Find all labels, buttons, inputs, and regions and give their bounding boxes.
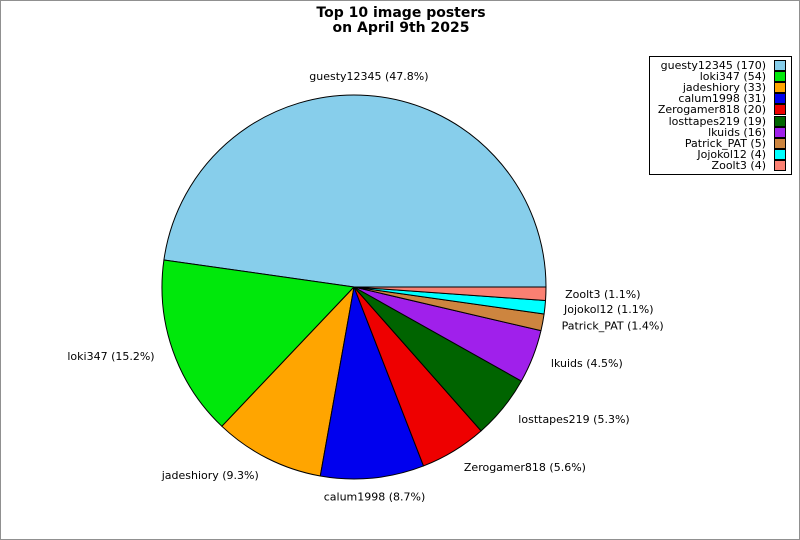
legend-swatch-Jojokol12: [774, 148, 786, 160]
legend-label-Zoolt3: Zoolt3 (4): [711, 158, 766, 172]
chart-title-line1: Top 10 image posters: [316, 5, 486, 21]
pie-slice-guesty12345: [163, 94, 547, 288]
legend-row-calum1998: calum1998 (31): [658, 92, 786, 106]
legend-label-calum1998: calum1998 (31): [678, 92, 766, 106]
legend-row-lkuids: lkuids (16): [658, 125, 786, 139]
pie-slice-jadeshiory: [221, 286, 355, 477]
pie-slice-calum1998: [319, 286, 425, 480]
slice-label-Patrick_PAT: Patrick_PAT (1.4%): [562, 319, 664, 332]
slice-label-Zerogamer818: Zerogamer818 (5.6%): [464, 461, 586, 474]
legend-swatch-Zoolt3: [774, 159, 786, 171]
legend-row-Jojokol12: Jojokol12 (4): [658, 147, 786, 161]
legend: guesty12345 (170) loki347 (54) jadeshiory …: [648, 56, 792, 175]
slice-label-Zoolt3: Zoolt3 (1.1%): [565, 288, 640, 301]
slice-label-losttapes219: losttapes219 (5.3%): [518, 413, 629, 426]
legend-label-lkuids: lkuids (16): [708, 125, 766, 139]
legend-row-guesty12345: guesty12345 (170): [658, 59, 786, 73]
chart-title-line2: on April 9th 2025: [332, 20, 470, 36]
slice-label-calum1998: calum1998 (8.7%): [324, 491, 426, 504]
legend-swatch-loki347: [774, 71, 786, 83]
legend-label-guesty12345: guesty12345 (170): [660, 59, 766, 73]
legend-label-Zerogamer818: Zerogamer818 (20): [657, 103, 766, 117]
legend-row-loki347: loki347 (54): [658, 70, 786, 84]
legend-row-Zoolt3: Zoolt3 (4): [658, 158, 786, 172]
legend-swatch-losttapes219: [774, 115, 786, 127]
pie-slice-Zoolt3: [353, 286, 547, 302]
slice-label-jadeshiory: jadeshiory (9.3%): [161, 469, 259, 482]
legend-label-losttapes219: losttapes219 (19): [668, 114, 766, 128]
legend-swatch-Patrick_PAT: [774, 137, 786, 149]
legend-swatch-guesty12345: [774, 60, 786, 72]
legend-swatch-Zerogamer818: [774, 104, 786, 116]
slice-label-guesty12345: guesty12345 (47.8%): [309, 70, 428, 83]
legend-label-loki347: loki347 (54): [699, 70, 766, 84]
legend-swatch-lkuids: [774, 126, 786, 138]
legend-row-Zerogamer818: Zerogamer818 (20): [657, 103, 786, 117]
legend-row-Patrick_PAT: Patrick_PAT (5): [658, 136, 786, 150]
slice-label-loki347: loki347 (15.2%): [67, 350, 154, 363]
legend-row-losttapes219: losttapes219 (19): [658, 114, 786, 128]
legend-swatch-calum1998: [774, 93, 786, 105]
legend-label-jadeshiory: jadeshiory (33): [682, 81, 766, 95]
slice-label-Jojokol12: Jojokol12 (1.1%): [563, 303, 654, 316]
chart-title: Top 10 image posters on April 9th 2025: [1, 5, 799, 36]
legend-row-jadeshiory: jadeshiory (33): [658, 81, 786, 95]
pie-slice-loki347: [161, 259, 355, 427]
legend-swatch-jadeshiory: [774, 82, 786, 94]
legend-label-Jojokol12: Jojokol12 (4): [697, 147, 766, 161]
legend-label-Patrick_PAT: Patrick_PAT (5): [684, 136, 766, 150]
slice-label-lkuids: lkuids (4.5%): [551, 357, 623, 370]
